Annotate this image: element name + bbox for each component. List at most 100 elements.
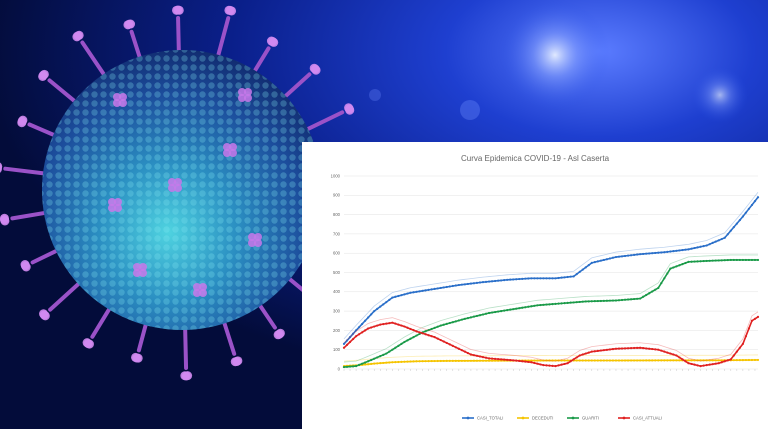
data-point (596, 349, 599, 353)
data-point (741, 358, 744, 362)
data-point (738, 218, 741, 222)
data-point (629, 347, 633, 350)
data-point (500, 358, 503, 361)
data-point (756, 258, 760, 262)
data-point (617, 359, 621, 362)
surface-protein (229, 149, 237, 157)
data-point (636, 297, 639, 300)
data-point (629, 359, 633, 362)
data-point (605, 258, 609, 261)
data-point (370, 326, 373, 329)
legend-label: CASI_TOTALI (477, 416, 503, 421)
data-point (497, 279, 500, 282)
data-point (348, 340, 352, 344)
data-point (572, 358, 575, 361)
data-point (681, 248, 684, 252)
spike-tip (20, 260, 30, 270)
data-point (678, 356, 681, 359)
data-point (720, 259, 723, 262)
data-point (684, 248, 687, 251)
surface-protein (113, 93, 121, 101)
surface-protein (238, 88, 246, 96)
data-point (590, 261, 593, 264)
surface-protein (133, 263, 141, 271)
surface-protein (223, 143, 231, 151)
data-point (657, 359, 660, 362)
data-point (364, 363, 367, 366)
data-point (472, 315, 476, 318)
data-point (545, 359, 548, 362)
data-point (675, 249, 678, 252)
data-point (400, 324, 403, 327)
spike-stalk (279, 72, 312, 102)
data-point (623, 359, 627, 362)
data-point (351, 365, 355, 368)
data-point (563, 302, 566, 305)
data-point (548, 303, 551, 306)
data-point (391, 361, 394, 364)
data-point (463, 283, 466, 286)
spike-tip (227, 6, 237, 16)
data-point (506, 309, 509, 312)
surface-protein (193, 283, 201, 291)
series-deceduti (342, 354, 760, 368)
data-point (587, 300, 590, 303)
data-point (457, 319, 460, 322)
data-point (732, 359, 735, 362)
data-point (548, 277, 551, 280)
data-point (533, 359, 536, 362)
data-point (608, 359, 612, 362)
data-point (509, 308, 512, 311)
data-point (415, 334, 418, 337)
data-point (373, 362, 376, 365)
data-point (654, 348, 657, 351)
data-point (487, 359, 491, 362)
data-point (642, 295, 645, 298)
data-point (584, 352, 587, 355)
series-shadow-line (343, 311, 759, 362)
data-point (460, 318, 463, 321)
surface-protein (244, 88, 252, 96)
data-point (753, 358, 757, 362)
data-point (732, 258, 735, 262)
series-shadow-line (343, 191, 759, 340)
data-point (608, 299, 612, 302)
data-point (400, 342, 403, 346)
data-point (741, 215, 744, 218)
data-point (642, 359, 645, 362)
data-point (536, 359, 539, 362)
data-point (684, 261, 687, 265)
surface-protein (199, 283, 207, 291)
data-point (361, 331, 364, 334)
data-point (439, 338, 442, 342)
epidemic-curve-chart: Curva Epidemica COVID-19 - Asl Caserta 0… (331, 154, 760, 421)
data-point (451, 321, 454, 324)
spike-tip (39, 69, 49, 79)
spike-tip (131, 352, 141, 362)
data-point (705, 364, 708, 367)
data-point (633, 359, 636, 362)
data-point (648, 292, 651, 295)
data-point (536, 304, 539, 307)
data-point (669, 359, 672, 362)
data-point (545, 303, 548, 306)
data-point (481, 313, 485, 316)
data-point (358, 363, 361, 366)
data-point (605, 348, 609, 351)
data-point (475, 281, 479, 284)
data-point (623, 254, 627, 258)
data-point (530, 305, 533, 308)
data-point (557, 276, 560, 280)
spike-tip (345, 105, 355, 115)
data-point (388, 350, 391, 353)
data-point (542, 303, 545, 306)
data-point (690, 260, 693, 263)
surface-protein (174, 184, 182, 192)
data-point (466, 282, 469, 286)
data-point (500, 310, 503, 313)
data-point (750, 203, 754, 207)
data-point (354, 329, 358, 332)
legend-marker (521, 416, 525, 420)
data-point (602, 349, 605, 352)
data-point (427, 328, 430, 332)
